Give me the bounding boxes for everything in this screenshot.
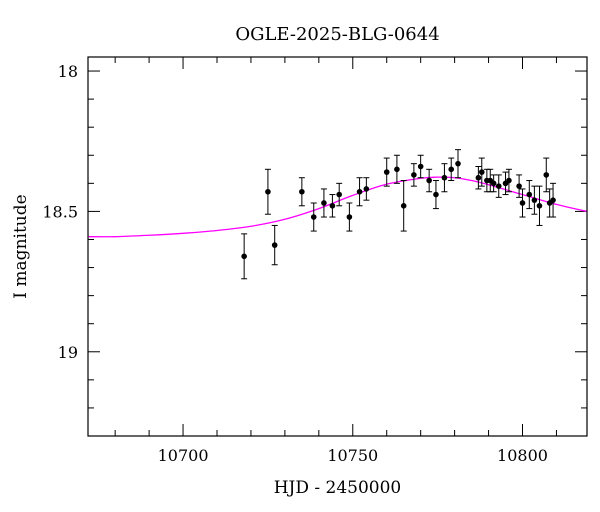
point-marker — [433, 191, 439, 198]
point-marker — [321, 200, 327, 206]
point-marker — [426, 177, 432, 184]
x-axis-label: HJD - 2450000 — [274, 478, 402, 498]
y-tick-label: 18.5 — [42, 202, 78, 221]
point-marker — [543, 172, 550, 178]
model-curve — [88, 176, 587, 238]
data-point — [426, 168, 433, 193]
data-point — [475, 165, 482, 190]
point-marker — [299, 188, 305, 195]
data-point — [478, 157, 485, 187]
y-tick-label: 18 — [58, 62, 78, 81]
point-marker — [363, 186, 370, 192]
point-marker — [526, 191, 533, 198]
data-point — [502, 171, 509, 196]
point-marker — [400, 202, 407, 209]
plot-frame — [87, 56, 588, 437]
data-point — [410, 163, 417, 187]
y-axis-label: I magnitude — [11, 194, 31, 298]
x-tick-label: 10750 — [327, 446, 378, 465]
data-point — [264, 168, 271, 215]
point-marker — [241, 253, 247, 260]
data-point — [329, 194, 336, 218]
point-marker — [550, 197, 556, 203]
point-marker — [329, 202, 336, 209]
data-point — [546, 188, 553, 218]
data-point — [526, 180, 533, 210]
data-point — [346, 202, 353, 232]
data-point — [383, 157, 390, 187]
data-point — [336, 182, 343, 207]
point-marker — [310, 214, 317, 220]
point-marker — [516, 183, 522, 189]
data-point — [441, 163, 448, 193]
point-marker — [519, 200, 526, 206]
data-point — [432, 180, 439, 210]
data-point — [393, 154, 400, 184]
data-point — [543, 157, 550, 193]
point-marker — [490, 180, 497, 187]
data-point — [505, 168, 512, 193]
data-point — [487, 168, 494, 193]
point-marker — [441, 174, 448, 181]
point-marker — [271, 242, 278, 248]
point-marker — [475, 174, 482, 181]
point-marker — [346, 214, 353, 220]
point-marker — [478, 169, 485, 175]
data-point — [363, 177, 370, 201]
data-point — [550, 182, 557, 218]
x-tick-label: 10800 — [497, 446, 548, 465]
data-point — [531, 185, 538, 215]
data-point — [241, 233, 248, 280]
data-point — [298, 177, 305, 207]
point-marker — [265, 188, 271, 195]
point-marker — [336, 191, 342, 198]
data-point — [455, 149, 462, 179]
data-point — [356, 177, 363, 207]
point-marker — [411, 172, 417, 178]
point-marker — [536, 202, 543, 209]
point-marker — [448, 166, 455, 173]
data-point — [400, 180, 407, 232]
point-marker — [383, 169, 390, 175]
chart-title: OGLE-2025-BLG-0644 — [235, 24, 439, 45]
data-point — [448, 157, 455, 182]
point-marker — [356, 188, 363, 195]
point-marker — [495, 183, 502, 189]
point-marker — [394, 166, 400, 173]
data-point — [490, 174, 497, 193]
point-marker — [506, 177, 512, 184]
data-point — [417, 154, 424, 179]
point-marker — [455, 160, 461, 167]
plot-area — [88, 57, 587, 437]
data-point — [519, 188, 526, 218]
data-point — [310, 202, 317, 232]
point-marker — [417, 163, 424, 170]
y-tick-label: 19 — [58, 343, 78, 362]
data-point — [516, 174, 523, 198]
data-point — [271, 224, 278, 266]
data-point — [320, 188, 327, 218]
x-tick-label: 10700 — [158, 446, 209, 465]
data-point — [495, 174, 502, 198]
point-marker — [531, 197, 538, 203]
data-point — [536, 185, 543, 226]
